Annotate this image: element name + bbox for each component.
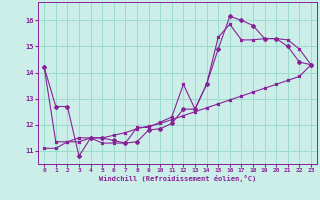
X-axis label: Windchill (Refroidissement éolien,°C): Windchill (Refroidissement éolien,°C) [99,175,256,182]
